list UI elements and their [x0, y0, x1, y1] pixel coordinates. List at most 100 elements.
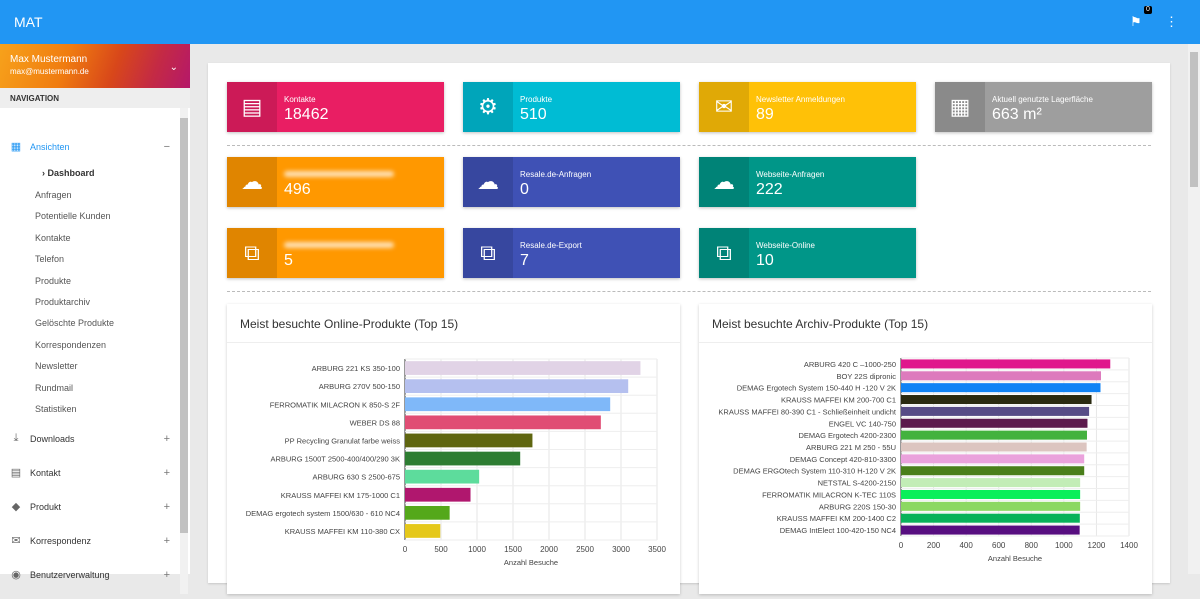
bar [901, 501, 1081, 511]
category-label: KRAUSS MAFFEI KM 200-1400 C2 [777, 514, 896, 523]
category-label: DEMAG Ergotech System 150-440 H -120 V 2… [737, 384, 896, 393]
bar [901, 359, 1111, 369]
stat-card[interactable]: ▦ Aktuell genutzte Lagerfläche 663 m² [935, 82, 1152, 132]
expand-icon[interactable]: + [163, 466, 170, 479]
nav-sub-item[interactable]: Telefon [35, 254, 65, 265]
stat-card[interactable]: ⧉ 5 [227, 228, 444, 278]
x-tick-label: 600 [992, 541, 1006, 550]
nav-group-produkt[interactable]: ◆ Produkt + [10, 500, 170, 514]
category-label: NETSTAL S-4200-2150 [818, 479, 896, 488]
tag-icon: ◆ [11, 501, 21, 513]
category-label: DEMAG Concept 420-810-3300 [790, 455, 896, 464]
nav-sub-item[interactable]: Potentielle Kunden [35, 211, 111, 222]
category-label: ARBURG 270V 500-150 [319, 382, 400, 391]
x-tick-label: 3000 [612, 545, 630, 554]
stat-label: Produkte [520, 95, 553, 104]
x-tick-label: 2500 [576, 545, 594, 554]
blurred-label [284, 242, 394, 248]
expand-icon[interactable]: + [163, 568, 170, 581]
chat-icon: ☁ [699, 157, 749, 207]
nav-group-ansichten[interactable]: ▦ Ansichten − [10, 140, 170, 154]
nav-label: Ansichten [30, 141, 70, 152]
bar [901, 478, 1081, 488]
nav-group-korrespondenz[interactable]: ✉ Korrespondenz + [10, 534, 170, 548]
contact-card-icon: ▤ [10, 467, 22, 479]
nav-label: Korrespondenz [30, 535, 92, 546]
sidebar: Max Mustermann max@mustermann.de ⌄ NAVIG… [0, 44, 190, 594]
bar [901, 513, 1080, 523]
bar [901, 525, 1080, 535]
dashboard-icon: ▦ [10, 141, 22, 153]
blurred-label [284, 171, 394, 177]
nav-sub-item[interactable]: Newsletter [35, 361, 78, 372]
mail-icon: ✉ [11, 535, 21, 547]
category-label: PP Recycling Granulat farbe weiss [285, 436, 401, 445]
chart-panel-archive: Meist besuchte Archiv-Produkte (Top 15) … [699, 304, 1152, 594]
page-scrollbar[interactable] [1188, 44, 1200, 574]
bar [405, 451, 521, 466]
expand-icon[interactable]: + [163, 432, 170, 445]
nav-group-downloads[interactable]: ⤓ Downloads + [10, 432, 170, 445]
stat-value: 663 m² [992, 106, 1042, 123]
nav-sub-item[interactable]: Gelöschte Produkte [35, 318, 115, 329]
expand-icon[interactable]: + [163, 500, 170, 513]
category-label: KRAUSS MAFFEI 80-390 C1 - Schließeinheit… [718, 407, 896, 416]
nav-group-kontakt[interactable]: ▤ Kontakt + [10, 466, 170, 480]
scrollbar-thumb[interactable] [180, 118, 188, 533]
online-products-chart: 0 500 1000 1500 2000 2500 3000 3500 ARBURG 221 K… [246, 358, 666, 567]
nav-sub-item[interactable]: Rundmail [35, 382, 74, 393]
stat-card[interactable]: ☁ 496 [227, 157, 444, 207]
bar [901, 489, 1081, 499]
category-label: DEMAG ergotech system 1500/630 - 610 NC4 [246, 509, 400, 518]
nav-sub-item[interactable]: Anfragen [35, 190, 72, 200]
category-label: FERROMATIK MILACRON K-TEC 110S [762, 490, 896, 499]
x-tick-label: 1000 [468, 545, 486, 554]
nav-sub-item[interactable]: Korrespondenzen [35, 339, 107, 350]
stat-card[interactable]: ⧉ Resale.de-Export 7 [463, 228, 680, 278]
chat-icon: ☁ [227, 157, 277, 207]
category-label: DEMAG IntElect 100-420-150 NC4 [780, 526, 896, 535]
share-icon: ⧉ [463, 228, 513, 278]
nav-sub-item[interactable]: Produkte [35, 275, 72, 286]
bar [405, 361, 641, 375]
stat-label: Kontakte [284, 95, 316, 104]
sidebar-scrollbar[interactable] [180, 108, 188, 594]
category-label: ENGEL VC 140-750 [829, 419, 896, 428]
stat-card[interactable]: ▤ Kontakte 18462 [227, 82, 444, 132]
scrollbar-thumb[interactable] [1190, 52, 1198, 187]
nav-sub-item[interactable]: Kontakte [35, 232, 71, 243]
x-tick-label: 800 [1025, 541, 1039, 550]
nav-sub-dashboard[interactable]: › Dashboard [42, 168, 95, 178]
category-label: DEMAG ERGOtech System 110-310 H-120 V 2K [733, 467, 896, 476]
expand-icon[interactable]: + [163, 534, 170, 547]
chevron-down-icon[interactable]: ⌄ [169, 62, 178, 73]
chat-icon: ☁ [463, 157, 513, 207]
stat-card[interactable]: ⚙ Produkte 510 [463, 82, 680, 132]
account-icon: ◉ [11, 569, 21, 581]
x-tick-label: 500 [434, 545, 448, 554]
nav-sub-item[interactable]: Produktarchiv [35, 297, 91, 307]
bar [405, 379, 629, 394]
collapse-icon[interactable]: − [163, 140, 170, 153]
x-tick-label: 0 [403, 545, 408, 554]
chart-title: Meist besuchte Archiv-Produkte (Top 15) [712, 317, 929, 331]
archive-products-chart: 0 200 400 600 800 1000 1200 1400 ARBURG 420 C –1… [718, 357, 1138, 563]
user-email: max@mustermann.de [10, 67, 89, 76]
stat-value: 7 [520, 252, 529, 269]
stat-card[interactable]: ☁ Webseite-Anfragen 222 [699, 157, 916, 207]
x-tick-label: 1000 [1055, 541, 1073, 550]
app-title[interactable]: MAT [14, 14, 43, 30]
nav-sub-item[interactable]: Statistiken [35, 404, 77, 414]
share-icon: ⧉ [699, 228, 749, 278]
stat-card[interactable]: ✉ Newsletter Anmeldungen 89 [699, 82, 916, 132]
bookmark-notifications-icon[interactable]: ⚑ [1130, 14, 1142, 29]
stat-value: 10 [756, 252, 774, 269]
stat-card[interactable]: ⧉ Webseite-Online 10 [699, 228, 916, 278]
top-app-bar: MAT ⚑ 0 ⋮ [0, 0, 1200, 44]
stat-label: Aktuell genutzte Lagerfläche [992, 95, 1093, 104]
stat-card[interactable]: ☁ Resale.de-Anfragen 0 [463, 157, 680, 207]
user-name: Max Mustermann [10, 54, 88, 65]
stat-value: 0 [520, 181, 529, 198]
more-vert-icon[interactable]: ⋮ [1165, 14, 1178, 29]
nav-group-benutzerverwaltung[interactable]: ◉ Benutzerverwaltung + [10, 568, 170, 582]
